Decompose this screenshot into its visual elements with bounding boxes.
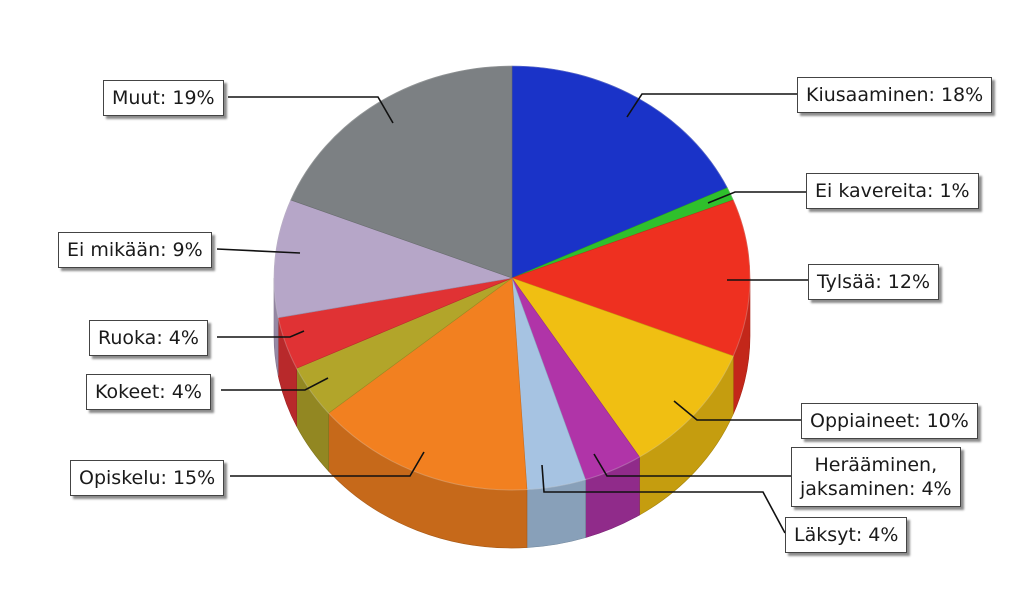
leader-line-0 xyxy=(626,93,797,118)
leader-line-9 xyxy=(216,248,301,254)
slice-label-4: Herääminen, jaksaminen: 4% xyxy=(791,447,961,507)
slice-label-3: Oppiaineet: 10% xyxy=(801,403,978,439)
leader-lines xyxy=(216,93,808,534)
slice-label-10: Muut: 19% xyxy=(103,80,224,116)
leader-line-10 xyxy=(228,96,394,124)
slice-label-line: jaksaminen: 4% xyxy=(800,478,952,500)
leader-line-7 xyxy=(221,377,329,391)
slice-label-2: Tylsää: 12% xyxy=(808,264,940,300)
pie-slice-9 xyxy=(273,199,514,319)
leader-line-6 xyxy=(230,451,425,477)
slice-label-9: Ei mikään: 9% xyxy=(58,232,212,268)
slice-label-6: Opiskelu: 15% xyxy=(70,460,225,496)
leader-line-4 xyxy=(593,453,791,477)
leader-line-3 xyxy=(673,400,801,421)
pie-side-5 xyxy=(526,479,586,548)
leader-line-1 xyxy=(707,191,806,204)
slice-label-7: Kokeet: 4% xyxy=(86,374,211,410)
leader-line-8 xyxy=(217,330,305,338)
slice-label-1: Ei kavereita: 1% xyxy=(806,173,979,209)
pie-slices xyxy=(273,65,751,491)
slice-label-5: Läksyt: 4% xyxy=(785,517,908,553)
pie-slice-3 xyxy=(511,277,734,458)
slice-label-0: Kiusaaminen: 18% xyxy=(797,77,993,113)
pie-slice-2 xyxy=(511,199,751,357)
pie-rim-highlight xyxy=(273,65,751,491)
pie-slice-10 xyxy=(290,65,513,279)
leader-line-5 xyxy=(541,464,786,534)
slice-label-line: Herääminen, xyxy=(814,454,938,476)
pie-slice-6 xyxy=(328,277,528,491)
slice-label-8: Ruoka: 4% xyxy=(89,320,208,356)
